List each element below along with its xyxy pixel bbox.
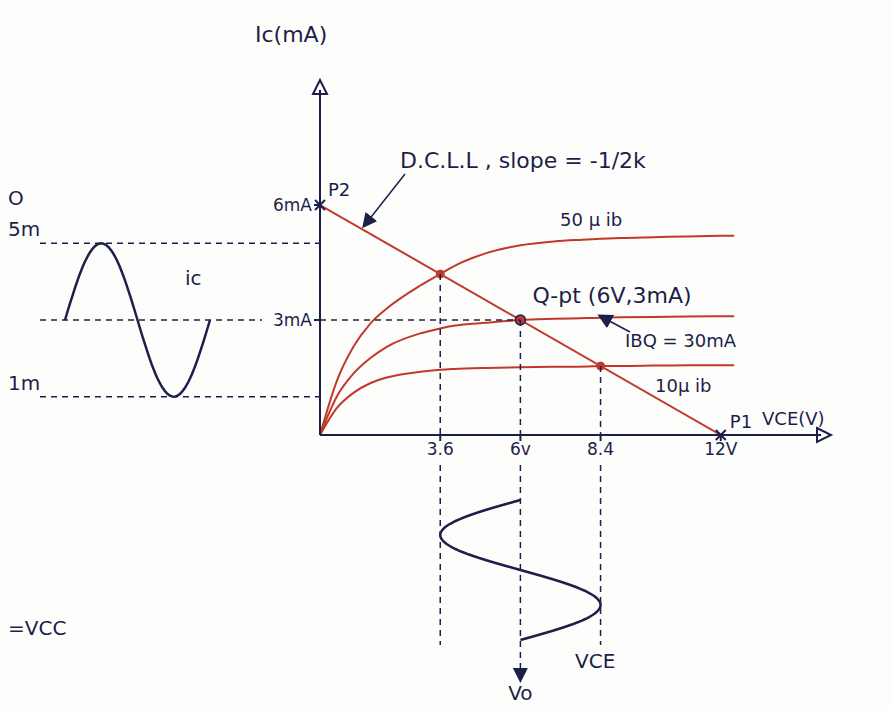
svg-text:5m: 5m — [8, 217, 40, 241]
svg-text:6mA: 6mA — [273, 195, 312, 215]
svg-text:IBQ = 30mA: IBQ = 30mA — [625, 330, 737, 351]
svg-text:1m: 1m — [8, 371, 40, 395]
svg-text:Q-pt (6V,3mA): Q-pt (6V,3mA) — [532, 283, 691, 308]
svg-text:O: O — [8, 186, 24, 210]
svg-text:3mA: 3mA — [273, 310, 312, 330]
svg-text:Vo: Vo — [508, 681, 532, 705]
svg-text:Ic(mA): Ic(mA) — [255, 22, 327, 47]
svg-text:VCE(V): VCE(V) — [762, 408, 825, 429]
svg-text:50 μ ib: 50 μ ib — [560, 209, 622, 230]
svg-text:VCE: VCE — [575, 649, 615, 673]
svg-text:ic: ic — [185, 266, 202, 290]
svg-text:P1: P1 — [730, 411, 752, 432]
svg-text:D.C.L.L , slope = -1/2k: D.C.L.L , slope = -1/2k — [400, 148, 646, 173]
svg-text:=VCC: =VCC — [8, 616, 66, 640]
svg-text:6v: 6v — [510, 439, 531, 459]
svg-text:10μ ib: 10μ ib — [655, 375, 712, 396]
svg-text:12V: 12V — [704, 439, 738, 459]
svg-text:P2: P2 — [328, 179, 350, 200]
svg-text:3.6: 3.6 — [427, 439, 454, 459]
svg-text:8.4: 8.4 — [587, 439, 614, 459]
